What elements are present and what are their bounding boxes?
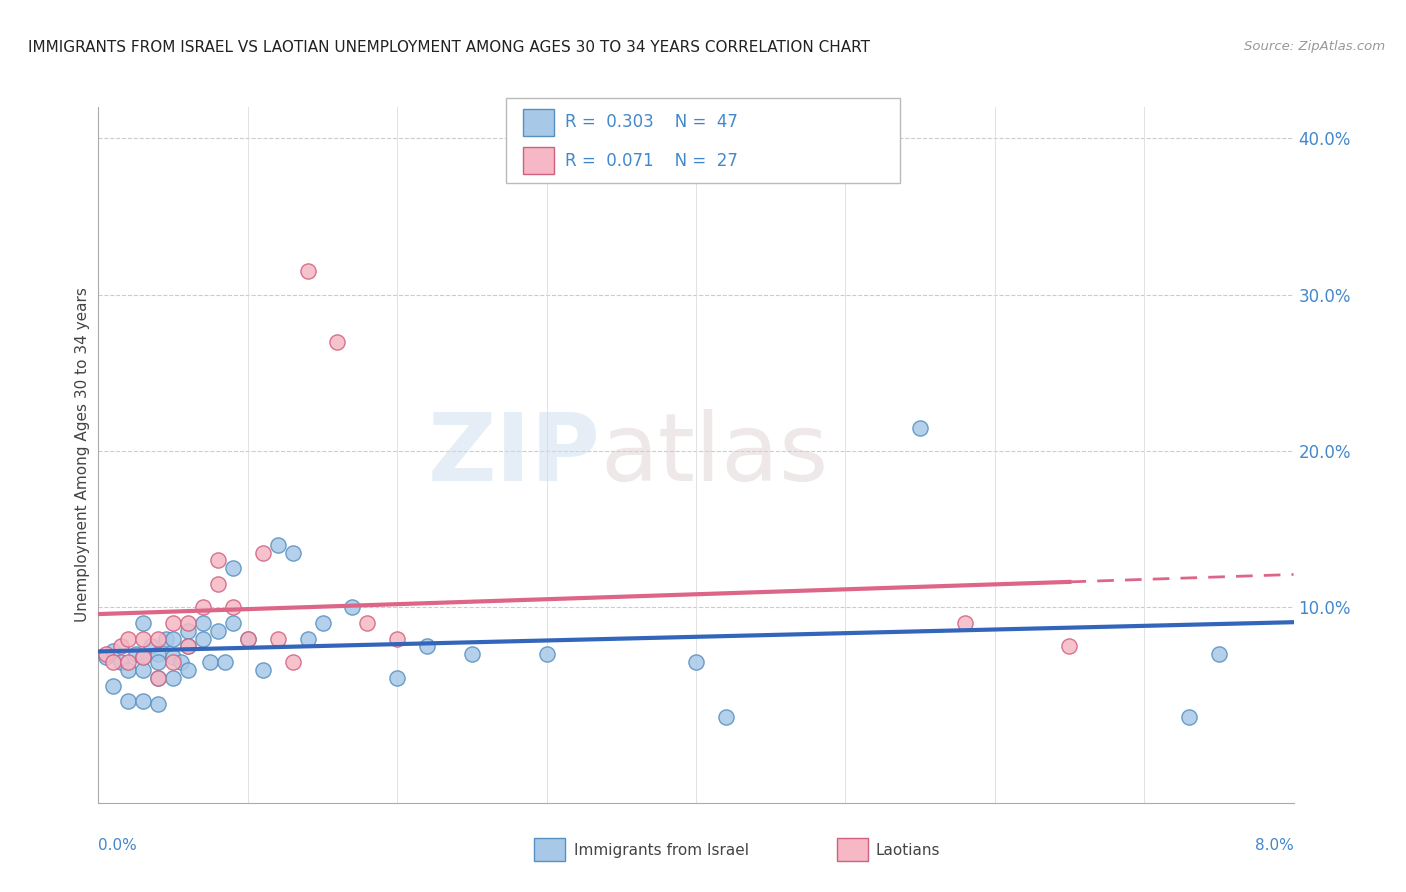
Text: R =  0.071    N =  27: R = 0.071 N = 27 [565,152,738,169]
Text: ZIP: ZIP [427,409,600,501]
Point [94,650,117,665]
Y-axis label: Unemployment Among Ages 30 to 34 years: Unemployment Among Ages 30 to 34 years [75,287,90,623]
Point [132,650,155,665]
Point [236,632,259,646]
Point [685,655,707,669]
Point [207,577,229,591]
Point [117,655,139,669]
Point [1059,640,1081,654]
Point [222,561,245,575]
Point [297,264,319,278]
Point [103,655,125,669]
Point [191,600,214,615]
Point [132,615,155,630]
Point [385,632,409,646]
Point [117,663,139,677]
Point [297,632,319,646]
Point [148,632,170,646]
Point [110,655,132,669]
Point [236,632,259,646]
Point [385,671,409,685]
Point [117,694,139,708]
Point [252,546,274,560]
Text: IMMIGRANTS FROM ISRAEL VS LAOTIAN UNEMPLOYMENT AMONG AGES 30 TO 34 YEARS CORRELA: IMMIGRANTS FROM ISRAEL VS LAOTIAN UNEMPL… [28,40,870,55]
Text: Immigrants from Israel: Immigrants from Israel [574,843,748,857]
Point [536,647,558,661]
Text: Laotians: Laotians [876,843,941,857]
Point [252,663,274,677]
Point [311,615,333,630]
Point [342,600,364,615]
Point [1178,710,1201,724]
Point [191,615,214,630]
Point [117,632,139,646]
Text: 0.0%: 0.0% [98,838,138,854]
Point [148,655,170,669]
Point [132,694,155,708]
Point [103,644,125,658]
Point [162,632,184,646]
Point [267,538,290,552]
Point [155,632,177,646]
Text: Source: ZipAtlas.com: Source: ZipAtlas.com [1244,40,1385,54]
Point [416,640,439,654]
Text: 8.0%: 8.0% [1254,838,1294,854]
Point [177,640,200,654]
Point [207,553,229,567]
Text: R =  0.303    N =  47: R = 0.303 N = 47 [565,113,738,131]
Point [356,615,378,630]
Point [139,640,162,654]
Point [125,647,148,661]
Point [200,655,222,669]
Point [953,615,976,630]
Text: atlas: atlas [600,409,828,501]
Point [267,632,290,646]
Point [162,615,184,630]
Point [148,671,170,685]
Point [177,624,200,638]
Point [714,710,737,724]
Point [110,640,132,654]
Point [222,615,245,630]
Point [191,632,214,646]
Point [214,655,236,669]
Point [132,650,155,665]
Point [162,671,184,685]
Point [177,615,200,630]
Point [148,647,170,661]
Point [94,647,117,661]
Point [148,698,170,712]
Point [222,600,245,615]
Point [132,663,155,677]
Point [461,647,484,661]
Point [326,334,349,349]
Point [162,655,184,669]
Point [162,650,184,665]
Point [177,640,200,654]
Point [281,655,304,669]
Point [169,655,191,669]
Point [148,671,170,685]
Point [177,663,200,677]
Point [281,546,304,560]
Point [908,420,931,434]
Point [132,632,155,646]
Point [207,624,229,638]
Point [1208,647,1230,661]
Point [103,679,125,693]
